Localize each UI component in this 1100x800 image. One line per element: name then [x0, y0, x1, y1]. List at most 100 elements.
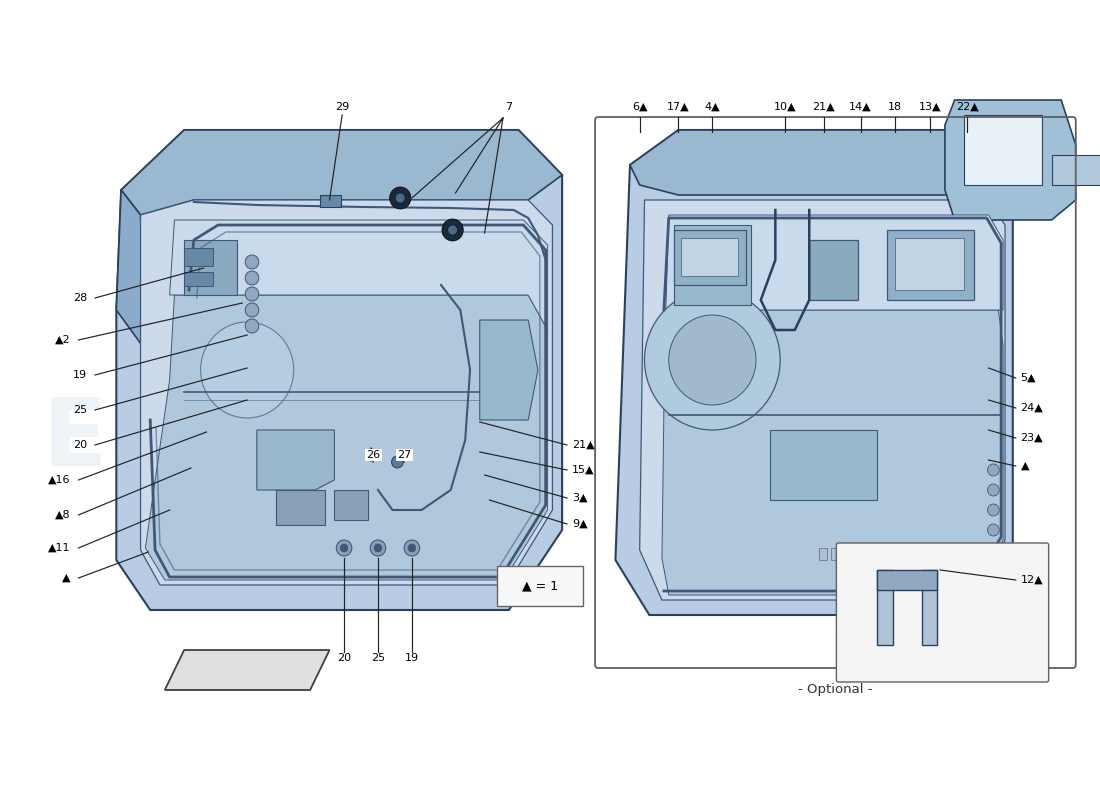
Circle shape: [395, 193, 405, 203]
Text: 7: 7: [505, 102, 513, 112]
Text: 3▲: 3▲: [572, 493, 587, 503]
Text: ELUDES: ELUDES: [644, 406, 956, 474]
Bar: [877, 570, 937, 590]
Circle shape: [442, 219, 463, 241]
Text: - Optional -: - Optional -: [799, 683, 872, 697]
Text: 20: 20: [337, 653, 351, 663]
Circle shape: [371, 540, 386, 556]
Bar: [866, 548, 873, 560]
Polygon shape: [145, 295, 548, 580]
Bar: [894, 238, 965, 290]
Polygon shape: [169, 220, 548, 330]
Bar: [1052, 155, 1100, 185]
Text: 23▲: 23▲: [1021, 433, 1043, 443]
FancyBboxPatch shape: [836, 543, 1048, 682]
Text: 10▲: 10▲: [773, 102, 796, 112]
Text: 6▲: 6▲: [631, 102, 648, 112]
Bar: [276, 490, 324, 525]
Text: ▲: ▲: [1021, 461, 1028, 471]
Bar: [958, 548, 966, 560]
Bar: [673, 230, 746, 285]
Circle shape: [448, 225, 458, 235]
Bar: [887, 230, 974, 300]
Circle shape: [337, 540, 352, 556]
Text: 20: 20: [73, 440, 87, 450]
Bar: [673, 225, 751, 305]
Text: 27: 27: [397, 450, 411, 460]
Text: 17▲: 17▲: [667, 102, 690, 112]
Polygon shape: [121, 130, 562, 215]
Circle shape: [365, 449, 377, 461]
Text: 12▲: 12▲: [1021, 575, 1043, 585]
Text: 4▲: 4▲: [704, 102, 720, 112]
Polygon shape: [256, 430, 334, 490]
Text: ELUDES: ELUDES: [43, 394, 452, 486]
Text: 26: 26: [366, 450, 381, 460]
Polygon shape: [666, 215, 1003, 310]
Bar: [912, 548, 920, 560]
Circle shape: [245, 287, 258, 301]
Bar: [320, 195, 341, 207]
Polygon shape: [640, 200, 1005, 600]
Text: 15▲: 15▲: [572, 465, 594, 475]
Polygon shape: [945, 100, 1076, 220]
Bar: [681, 238, 737, 276]
Circle shape: [669, 315, 756, 405]
Circle shape: [245, 271, 258, 285]
Circle shape: [245, 303, 258, 317]
Bar: [947, 548, 955, 560]
Text: 18: 18: [888, 102, 902, 112]
Circle shape: [988, 484, 999, 496]
Text: 29: 29: [336, 102, 350, 112]
Polygon shape: [770, 430, 877, 500]
Polygon shape: [117, 190, 145, 350]
Text: 24▲: 24▲: [1021, 403, 1043, 413]
Bar: [889, 548, 896, 560]
Circle shape: [374, 544, 382, 552]
Text: ▲ = 1: ▲ = 1: [521, 579, 558, 593]
Polygon shape: [662, 310, 1003, 595]
Circle shape: [988, 504, 999, 516]
Bar: [877, 570, 892, 645]
Bar: [184, 248, 213, 266]
Polygon shape: [630, 130, 1013, 195]
Bar: [184, 272, 213, 286]
Bar: [965, 115, 1042, 185]
Text: 21▲: 21▲: [572, 440, 594, 450]
Text: ▲8: ▲8: [55, 510, 70, 520]
Text: 13▲: 13▲: [920, 102, 942, 112]
Bar: [924, 548, 932, 560]
Bar: [818, 548, 827, 560]
Text: 19: 19: [73, 370, 87, 380]
Text: 9▲: 9▲: [572, 519, 587, 529]
Circle shape: [408, 544, 416, 552]
Circle shape: [245, 319, 258, 333]
Text: 25: 25: [371, 653, 385, 663]
Text: 19: 19: [405, 653, 419, 663]
Polygon shape: [117, 130, 562, 610]
Text: ▲2: ▲2: [55, 335, 70, 345]
Circle shape: [988, 464, 999, 476]
FancyBboxPatch shape: [497, 566, 583, 606]
Circle shape: [389, 187, 411, 209]
Bar: [901, 548, 909, 560]
Bar: [854, 548, 861, 560]
Bar: [922, 570, 937, 645]
Bar: [935, 548, 943, 560]
Polygon shape: [480, 320, 538, 420]
Text: ▲16: ▲16: [48, 475, 70, 485]
Circle shape: [245, 255, 258, 269]
Circle shape: [392, 456, 404, 468]
Circle shape: [645, 290, 780, 430]
Text: 22▲: 22▲: [956, 102, 979, 112]
Polygon shape: [615, 130, 1013, 615]
Text: 14▲: 14▲: [849, 102, 872, 112]
Circle shape: [340, 544, 348, 552]
Polygon shape: [165, 650, 330, 690]
Text: 25: 25: [73, 405, 87, 415]
Text: 28: 28: [73, 293, 87, 303]
Text: a passion for parts: a passion for parts: [120, 477, 375, 583]
Bar: [810, 240, 858, 300]
Circle shape: [200, 322, 294, 418]
Bar: [843, 548, 850, 560]
